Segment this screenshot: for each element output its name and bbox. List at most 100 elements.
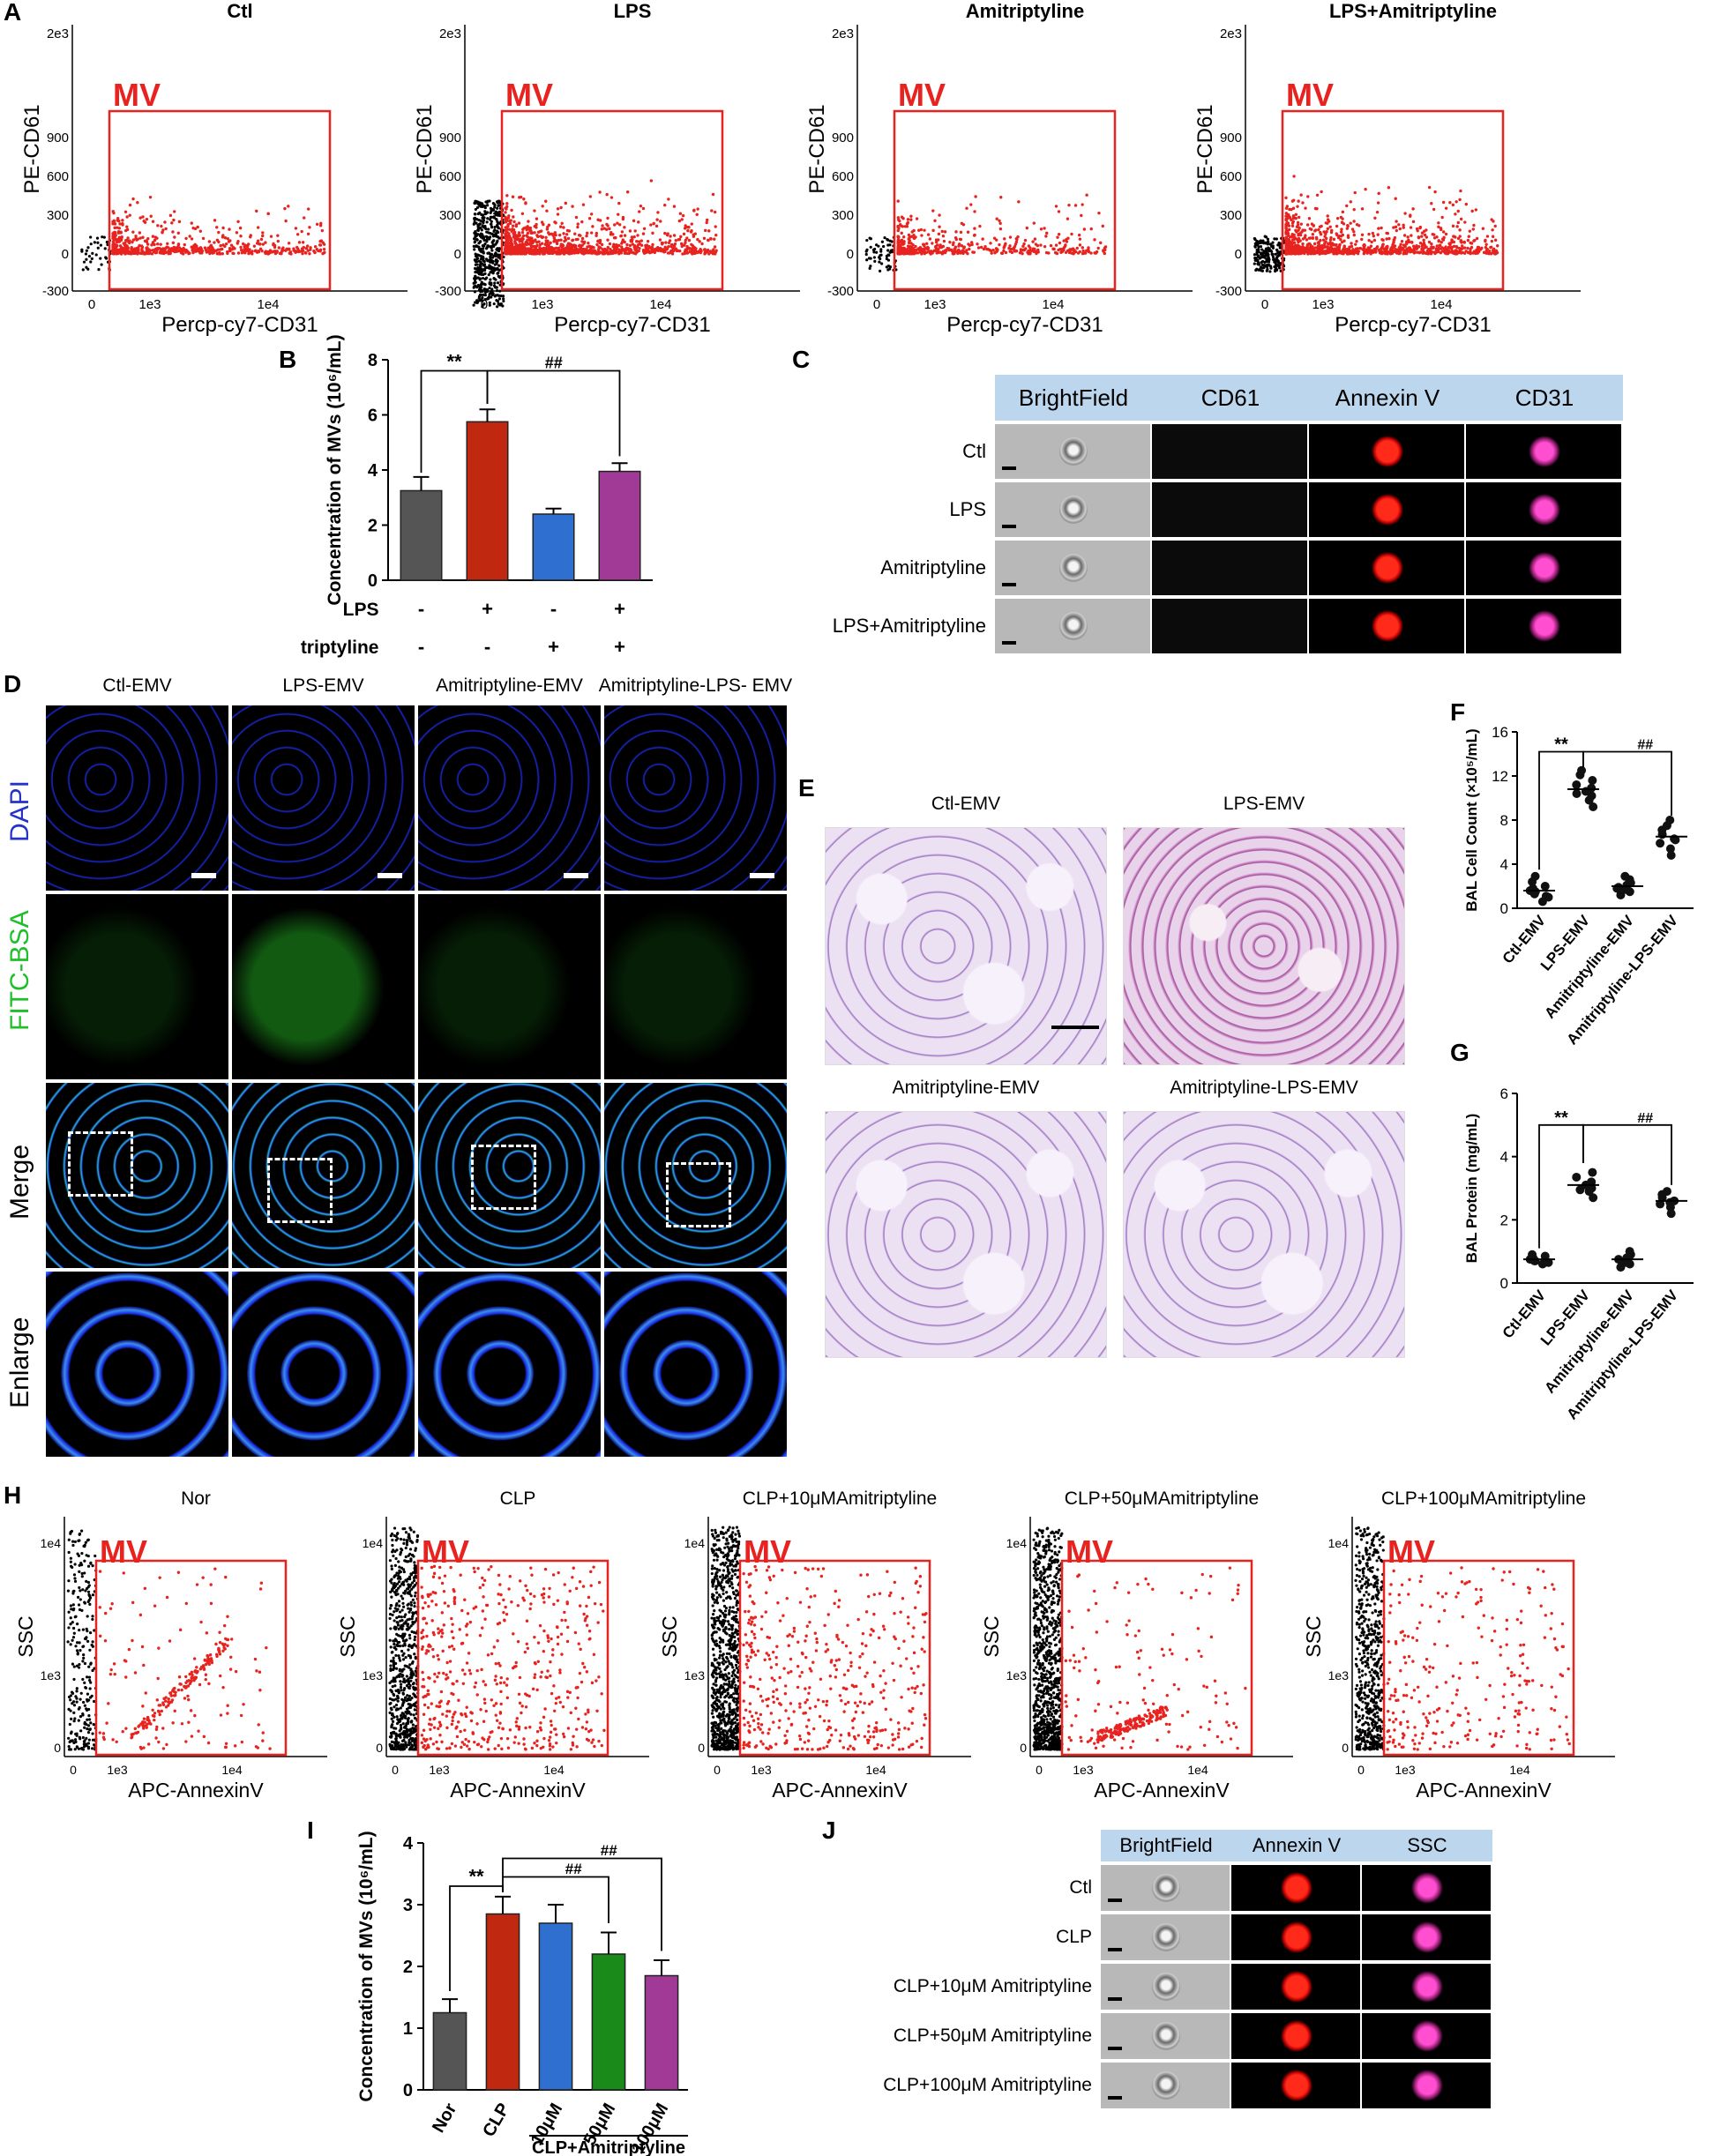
event-dot xyxy=(550,251,553,255)
event-dot xyxy=(131,230,135,234)
event-dot xyxy=(1352,233,1356,237)
event-dot xyxy=(82,1645,86,1648)
event-dot xyxy=(595,242,599,247)
event-dot xyxy=(1360,207,1365,211)
event-dot xyxy=(886,268,890,272)
x-axis-label: Percp-cy7-CD31 xyxy=(946,313,1103,337)
event-dot xyxy=(931,209,935,213)
event-dot xyxy=(1399,242,1402,246)
event-dot xyxy=(1078,243,1082,247)
event-dot xyxy=(869,245,872,249)
image-cell xyxy=(1466,424,1621,479)
data-point xyxy=(1656,839,1665,848)
event-dot xyxy=(1072,252,1075,256)
event-dot xyxy=(239,248,243,252)
microscopy-tile xyxy=(418,1083,601,1268)
event-dot xyxy=(78,1533,81,1536)
event-dot xyxy=(119,231,123,235)
event-dot xyxy=(201,236,206,241)
event-dot xyxy=(1371,231,1375,235)
x-tick-label: 1e4 xyxy=(257,297,279,312)
event-dot xyxy=(518,196,521,199)
event-dot xyxy=(89,1562,93,1565)
event-dot xyxy=(151,1708,154,1712)
event-dot xyxy=(199,1665,204,1669)
event-dot xyxy=(505,205,509,209)
event-dot xyxy=(498,204,502,207)
event-dot xyxy=(1303,251,1306,256)
event-dot xyxy=(1477,250,1481,254)
event-dot xyxy=(1468,229,1472,233)
data-point xyxy=(1671,835,1680,845)
event-dot xyxy=(215,1654,219,1659)
event-dot xyxy=(85,1554,88,1557)
event-dot xyxy=(504,247,507,250)
y-tick-label: 0 xyxy=(368,571,378,591)
event-dot xyxy=(123,246,127,250)
event-dot xyxy=(243,248,246,251)
event-dot xyxy=(714,225,717,228)
event-dot xyxy=(76,1595,80,1599)
event-dot xyxy=(585,234,588,238)
y-tick-label: 0 xyxy=(1235,247,1242,262)
event-dot xyxy=(197,1729,200,1733)
event-dot xyxy=(1463,220,1467,224)
event-dot xyxy=(635,245,639,249)
event-dot xyxy=(1395,228,1398,233)
event-dot xyxy=(1096,246,1100,250)
sig-bracket-2 xyxy=(1582,750,1672,816)
event-dot xyxy=(496,239,499,242)
event-dot xyxy=(83,1637,87,1640)
event-dot xyxy=(1315,250,1319,254)
event-dot xyxy=(475,260,479,264)
event-dot xyxy=(918,250,923,254)
event-dot xyxy=(502,299,505,303)
event-dot xyxy=(497,302,500,306)
event-dot xyxy=(190,237,194,241)
event-dot xyxy=(78,1628,81,1632)
event-dot xyxy=(591,225,595,228)
event-dot xyxy=(143,1586,147,1590)
event-dot xyxy=(490,220,493,223)
sig-label: ** xyxy=(446,350,462,372)
event-dot xyxy=(485,238,489,242)
data-point xyxy=(1665,844,1675,854)
event-dot xyxy=(1417,250,1421,255)
event-dot xyxy=(660,242,664,246)
event-dot xyxy=(551,234,555,237)
event-dot xyxy=(495,289,499,293)
event-dot xyxy=(1284,249,1289,252)
event-dot xyxy=(473,277,476,280)
event-dot xyxy=(87,1584,91,1587)
event-dot xyxy=(553,231,557,235)
event-dot xyxy=(865,238,869,242)
event-dot xyxy=(576,237,580,242)
event-dot xyxy=(1081,203,1084,206)
event-dot xyxy=(652,221,655,226)
event-dot xyxy=(1315,193,1320,197)
event-dot xyxy=(1056,235,1059,239)
event-dot xyxy=(620,230,624,234)
event-dot xyxy=(108,1607,113,1610)
event-dot xyxy=(492,239,496,242)
event-dot xyxy=(1335,232,1338,235)
event-dot xyxy=(1296,220,1300,225)
event-dot xyxy=(552,247,557,250)
x-tick-label: 1e3 xyxy=(924,297,946,312)
event-dot xyxy=(1275,265,1278,268)
event-dot xyxy=(76,1652,79,1656)
event-dot xyxy=(628,243,632,248)
event-dot xyxy=(526,238,529,242)
event-dot xyxy=(489,295,492,299)
event-dot xyxy=(1458,228,1462,232)
event-dot xyxy=(72,1720,76,1723)
event-dot xyxy=(228,248,232,251)
event-dot xyxy=(496,229,499,233)
event-dot xyxy=(1346,251,1350,255)
event-dot xyxy=(90,1694,93,1697)
event-dot xyxy=(215,238,220,242)
event-dot xyxy=(1339,230,1343,234)
event-dot xyxy=(1423,233,1427,237)
event-dot xyxy=(1491,228,1494,232)
